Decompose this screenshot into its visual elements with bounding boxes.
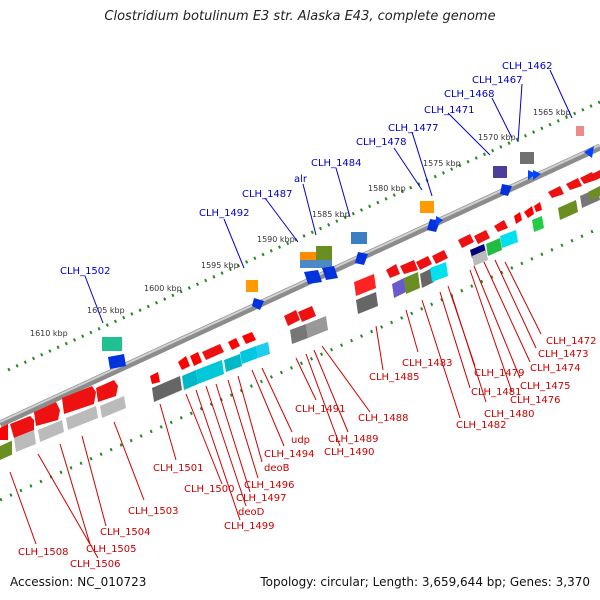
gene-label[interactable]: CLH_1462 xyxy=(502,61,553,72)
genome-backbone xyxy=(0,143,600,428)
upper-features xyxy=(102,126,594,369)
gene-label[interactable]: CLH_1472 xyxy=(546,336,597,347)
gene-label[interactable]: CLH_1477 xyxy=(388,123,439,134)
gene-label[interactable]: CLH_1508 xyxy=(18,547,69,558)
genome-summary: Topology: circular; Length: 3,659,644 bp… xyxy=(260,575,590,589)
kbp-label: 1595 kbp xyxy=(201,261,239,270)
gene-label[interactable]: CLH_1492 xyxy=(199,208,250,219)
gene-label[interactable]: CLH_1496 xyxy=(244,480,295,491)
genome-backbone-highlight xyxy=(0,144,600,423)
gene-label[interactable]: CLH_1490 xyxy=(324,447,375,458)
gene-label[interactable]: CLH_1504 xyxy=(100,527,151,538)
gene-label[interactable]: CLH_1502 xyxy=(60,266,111,277)
gene-label[interactable]: CLH_1506 xyxy=(70,559,121,570)
gene-label[interactable]: udp xyxy=(291,435,310,446)
kbp-label: 1570 kbp xyxy=(478,133,516,142)
gene-label[interactable]: CLH_1478 xyxy=(356,137,407,148)
kbp-label: 1585 kbp xyxy=(312,210,350,219)
kbp-label: 1600 kbp xyxy=(144,284,182,293)
gene-label[interactable]: CLH_1479 xyxy=(474,368,525,379)
gene-label[interactable]: deoB xyxy=(264,463,290,474)
kbp-label: 1610 kbp xyxy=(30,329,68,338)
gene-label[interactable]: CLH_1505 xyxy=(86,544,137,555)
accession-text: Accession: NC_010723 xyxy=(10,575,147,589)
gene-label[interactable]: CLH_1480 xyxy=(484,409,535,420)
gene-label[interactable]: deoD xyxy=(238,507,265,518)
kbp-label: 1605 kbp xyxy=(87,306,125,315)
gene-label[interactable]: CLH_1497 xyxy=(236,493,287,504)
map-title: Clostridium botulinum E3 str. Alaska E43… xyxy=(104,9,496,24)
gene-label[interactable]: CLH_1476 xyxy=(510,395,561,406)
gene-label[interactable]: CLH_1483 xyxy=(402,358,453,369)
gene-label[interactable]: CLH_1501 xyxy=(153,463,204,474)
gene-label[interactable]: CLH_1482 xyxy=(456,420,507,431)
scale-line xyxy=(7,100,600,372)
gene-label[interactable]: CLH_1471 xyxy=(424,105,475,116)
lower-features xyxy=(0,186,600,460)
gene-label[interactable]: CLH_1485 xyxy=(369,372,420,383)
gene-label[interactable]: CLH_1484 xyxy=(311,158,362,169)
kbp-label: 1580 kbp xyxy=(368,184,406,193)
gene-label[interactable]: CLH_1487 xyxy=(242,189,293,200)
gene-label[interactable]: CLH_1481 xyxy=(471,387,522,398)
top-label-group: CLH_1462 CLH_1467 CLH_1468 CLH_1471 CLH_… xyxy=(60,61,573,324)
gene-label[interactable]: CLH_1488 xyxy=(358,413,409,424)
gene-label[interactable]: CLH_1503 xyxy=(128,506,179,517)
bottom-label-group: CLH_1472 CLH_1473 CLH_1474 CLH_1475 CLH_… xyxy=(9,259,597,570)
gene-label[interactable]: CLH_1499 xyxy=(224,521,275,532)
gene-label[interactable]: CLH_1475 xyxy=(520,381,571,392)
gene-label[interactable]: CLH_1491 xyxy=(295,404,346,415)
kbp-label: 1590 kbp xyxy=(257,235,295,244)
gene-label[interactable]: CLH_1468 xyxy=(444,89,495,100)
gene-label[interactable]: alr xyxy=(294,174,308,185)
kbp-label: 1565 kbp xyxy=(533,108,571,117)
gene-label[interactable]: CLH_1489 xyxy=(328,434,379,445)
gene-label[interactable]: CLH_1467 xyxy=(472,75,523,86)
backbone-features xyxy=(0,170,600,440)
gene-label[interactable]: CLH_1500 xyxy=(184,484,235,495)
gene-label[interactable]: CLH_1474 xyxy=(530,363,581,374)
gene-label[interactable]: CLH_1494 xyxy=(264,449,315,460)
gene-label[interactable]: CLH_1473 xyxy=(538,349,589,360)
kbp-label: 1575 kbp xyxy=(423,159,461,168)
